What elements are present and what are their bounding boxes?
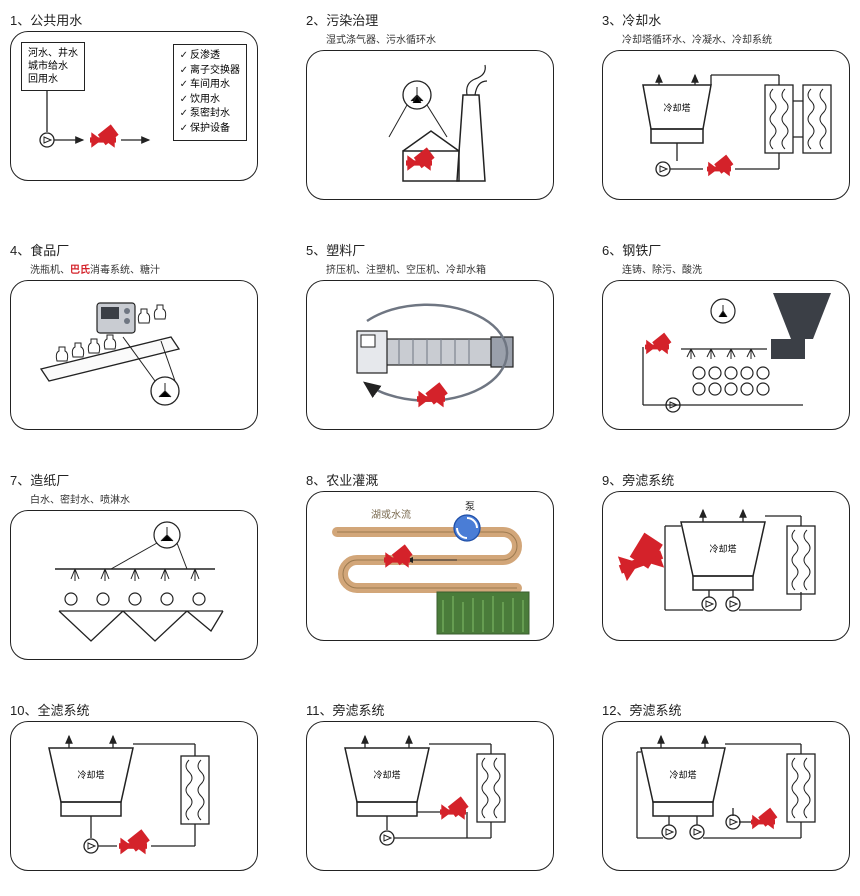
card-panel: 河水、井水城市给水回用水 ✓反渗透 ✓离子交换器 ✓车间用水 ✓饮用水 ✓泵密封… bbox=[10, 31, 258, 181]
card-steel: 6、钢铁厂 连铸、除污、酸洗 bbox=[602, 240, 850, 426]
diagram-svg: 湖或水流 泵 bbox=[307, 492, 554, 641]
card-title: 7、造纸厂 bbox=[10, 470, 258, 489]
svg-text:冷却塔: 冷却塔 bbox=[663, 102, 690, 113]
card-subtitle: 洗瓶机、巴氏消毒系统、糖汁 bbox=[30, 261, 258, 276]
card-subtitle: 白水、密封水、喷淋水 bbox=[30, 491, 258, 506]
diagram-svg: 冷却塔 bbox=[603, 722, 850, 871]
card-bypass-9: 9、旁滤系统 冷却塔 bbox=[602, 470, 850, 656]
card-panel: 冷却塔 bbox=[306, 721, 554, 871]
card-title: 1、公共用水 bbox=[10, 10, 258, 29]
svg-text:冷却塔: 冷却塔 bbox=[669, 769, 696, 780]
svg-text:冷却塔: 冷却塔 bbox=[709, 543, 736, 554]
diagram-svg: 冷却塔 bbox=[11, 722, 258, 871]
card-panel: 冷却塔 bbox=[602, 50, 850, 200]
card-panel bbox=[602, 280, 850, 430]
card-bypass-12: 12、旁滤系统 冷却塔 bbox=[602, 700, 850, 886]
card-paper: 7、造纸厂 白水、密封水、喷淋水 bbox=[10, 470, 258, 656]
diagram-svg bbox=[307, 281, 554, 430]
card-title: 5、塑料厂 bbox=[306, 240, 554, 259]
card-full-filter: 10、全滤系统 冷却塔 bbox=[10, 700, 258, 886]
diagram-svg bbox=[603, 281, 850, 430]
card-panel: 冷却塔 bbox=[602, 491, 850, 641]
diagram-svg bbox=[11, 281, 258, 430]
card-panel: 冷却塔 bbox=[10, 721, 258, 871]
card-pollution: 2、污染治理 湿式涤气器、污水循环水 bbox=[306, 10, 554, 196]
card-title: 9、旁滤系统 bbox=[602, 470, 850, 489]
card-panel: 湖或水流 泵 bbox=[306, 491, 554, 641]
card-title: 8、农业灌溉 bbox=[306, 470, 554, 489]
svg-text:泵: 泵 bbox=[465, 501, 475, 513]
card-subtitle: 挤压机、注塑机、空压机、冷却水箱 bbox=[326, 261, 554, 276]
card-title: 10、全滤系统 bbox=[10, 700, 258, 719]
diagram-svg: 冷却塔 bbox=[603, 492, 850, 641]
card-panel bbox=[306, 280, 554, 430]
card-plastic: 5、塑料厂 挤压机、注塑机、空压机、冷却水箱 bbox=[306, 240, 554, 426]
svg-text:湖或水流: 湖或水流 bbox=[371, 508, 411, 521]
diagram-svg: 冷却塔 bbox=[603, 51, 850, 200]
svg-text:冷却塔: 冷却塔 bbox=[373, 769, 400, 780]
card-title: 3、冷却水 bbox=[602, 10, 850, 29]
card-title: 6、钢铁厂 bbox=[602, 240, 850, 259]
card-subtitle: 湿式涤气器、污水循环水 bbox=[326, 31, 554, 46]
card-panel: 冷却塔 bbox=[602, 721, 850, 871]
card-subtitle: 连铸、除污、酸洗 bbox=[622, 261, 850, 276]
card-food: 4、食品厂 洗瓶机、巴氏消毒系统、糖汁 bbox=[10, 240, 258, 426]
card-bypass-11: 11、旁滤系统 冷却塔 bbox=[306, 700, 554, 886]
diagram-svg bbox=[11, 32, 258, 181]
card-title: 11、旁滤系统 bbox=[306, 700, 554, 719]
application-grid: 1、公共用水 河水、井水城市给水回用水 ✓反渗透 ✓离子交换器 ✓车间用水 ✓饮… bbox=[10, 10, 850, 886]
diagram-svg bbox=[307, 51, 554, 200]
card-panel bbox=[10, 510, 258, 660]
svg-text:冷却塔: 冷却塔 bbox=[77, 769, 104, 780]
diagram-svg: 冷却塔 bbox=[307, 722, 554, 871]
card-cooling: 3、冷却水 冷却塔循环水、冷凝水、冷却系统 冷却塔 bbox=[602, 10, 850, 196]
card-panel bbox=[306, 50, 554, 200]
card-public-water: 1、公共用水 河水、井水城市给水回用水 ✓反渗透 ✓离子交换器 ✓车间用水 ✓饮… bbox=[10, 10, 258, 196]
card-subtitle: 冷却塔循环水、冷凝水、冷却系统 bbox=[622, 31, 850, 46]
card-title: 4、食品厂 bbox=[10, 240, 258, 259]
diagram-svg bbox=[11, 511, 258, 660]
card-title: 2、污染治理 bbox=[306, 10, 554, 29]
card-irrigation: 8、农业灌溉 湖或水流 泵 bbox=[306, 470, 554, 656]
card-title: 12、旁滤系统 bbox=[602, 700, 850, 719]
card-panel bbox=[10, 280, 258, 430]
